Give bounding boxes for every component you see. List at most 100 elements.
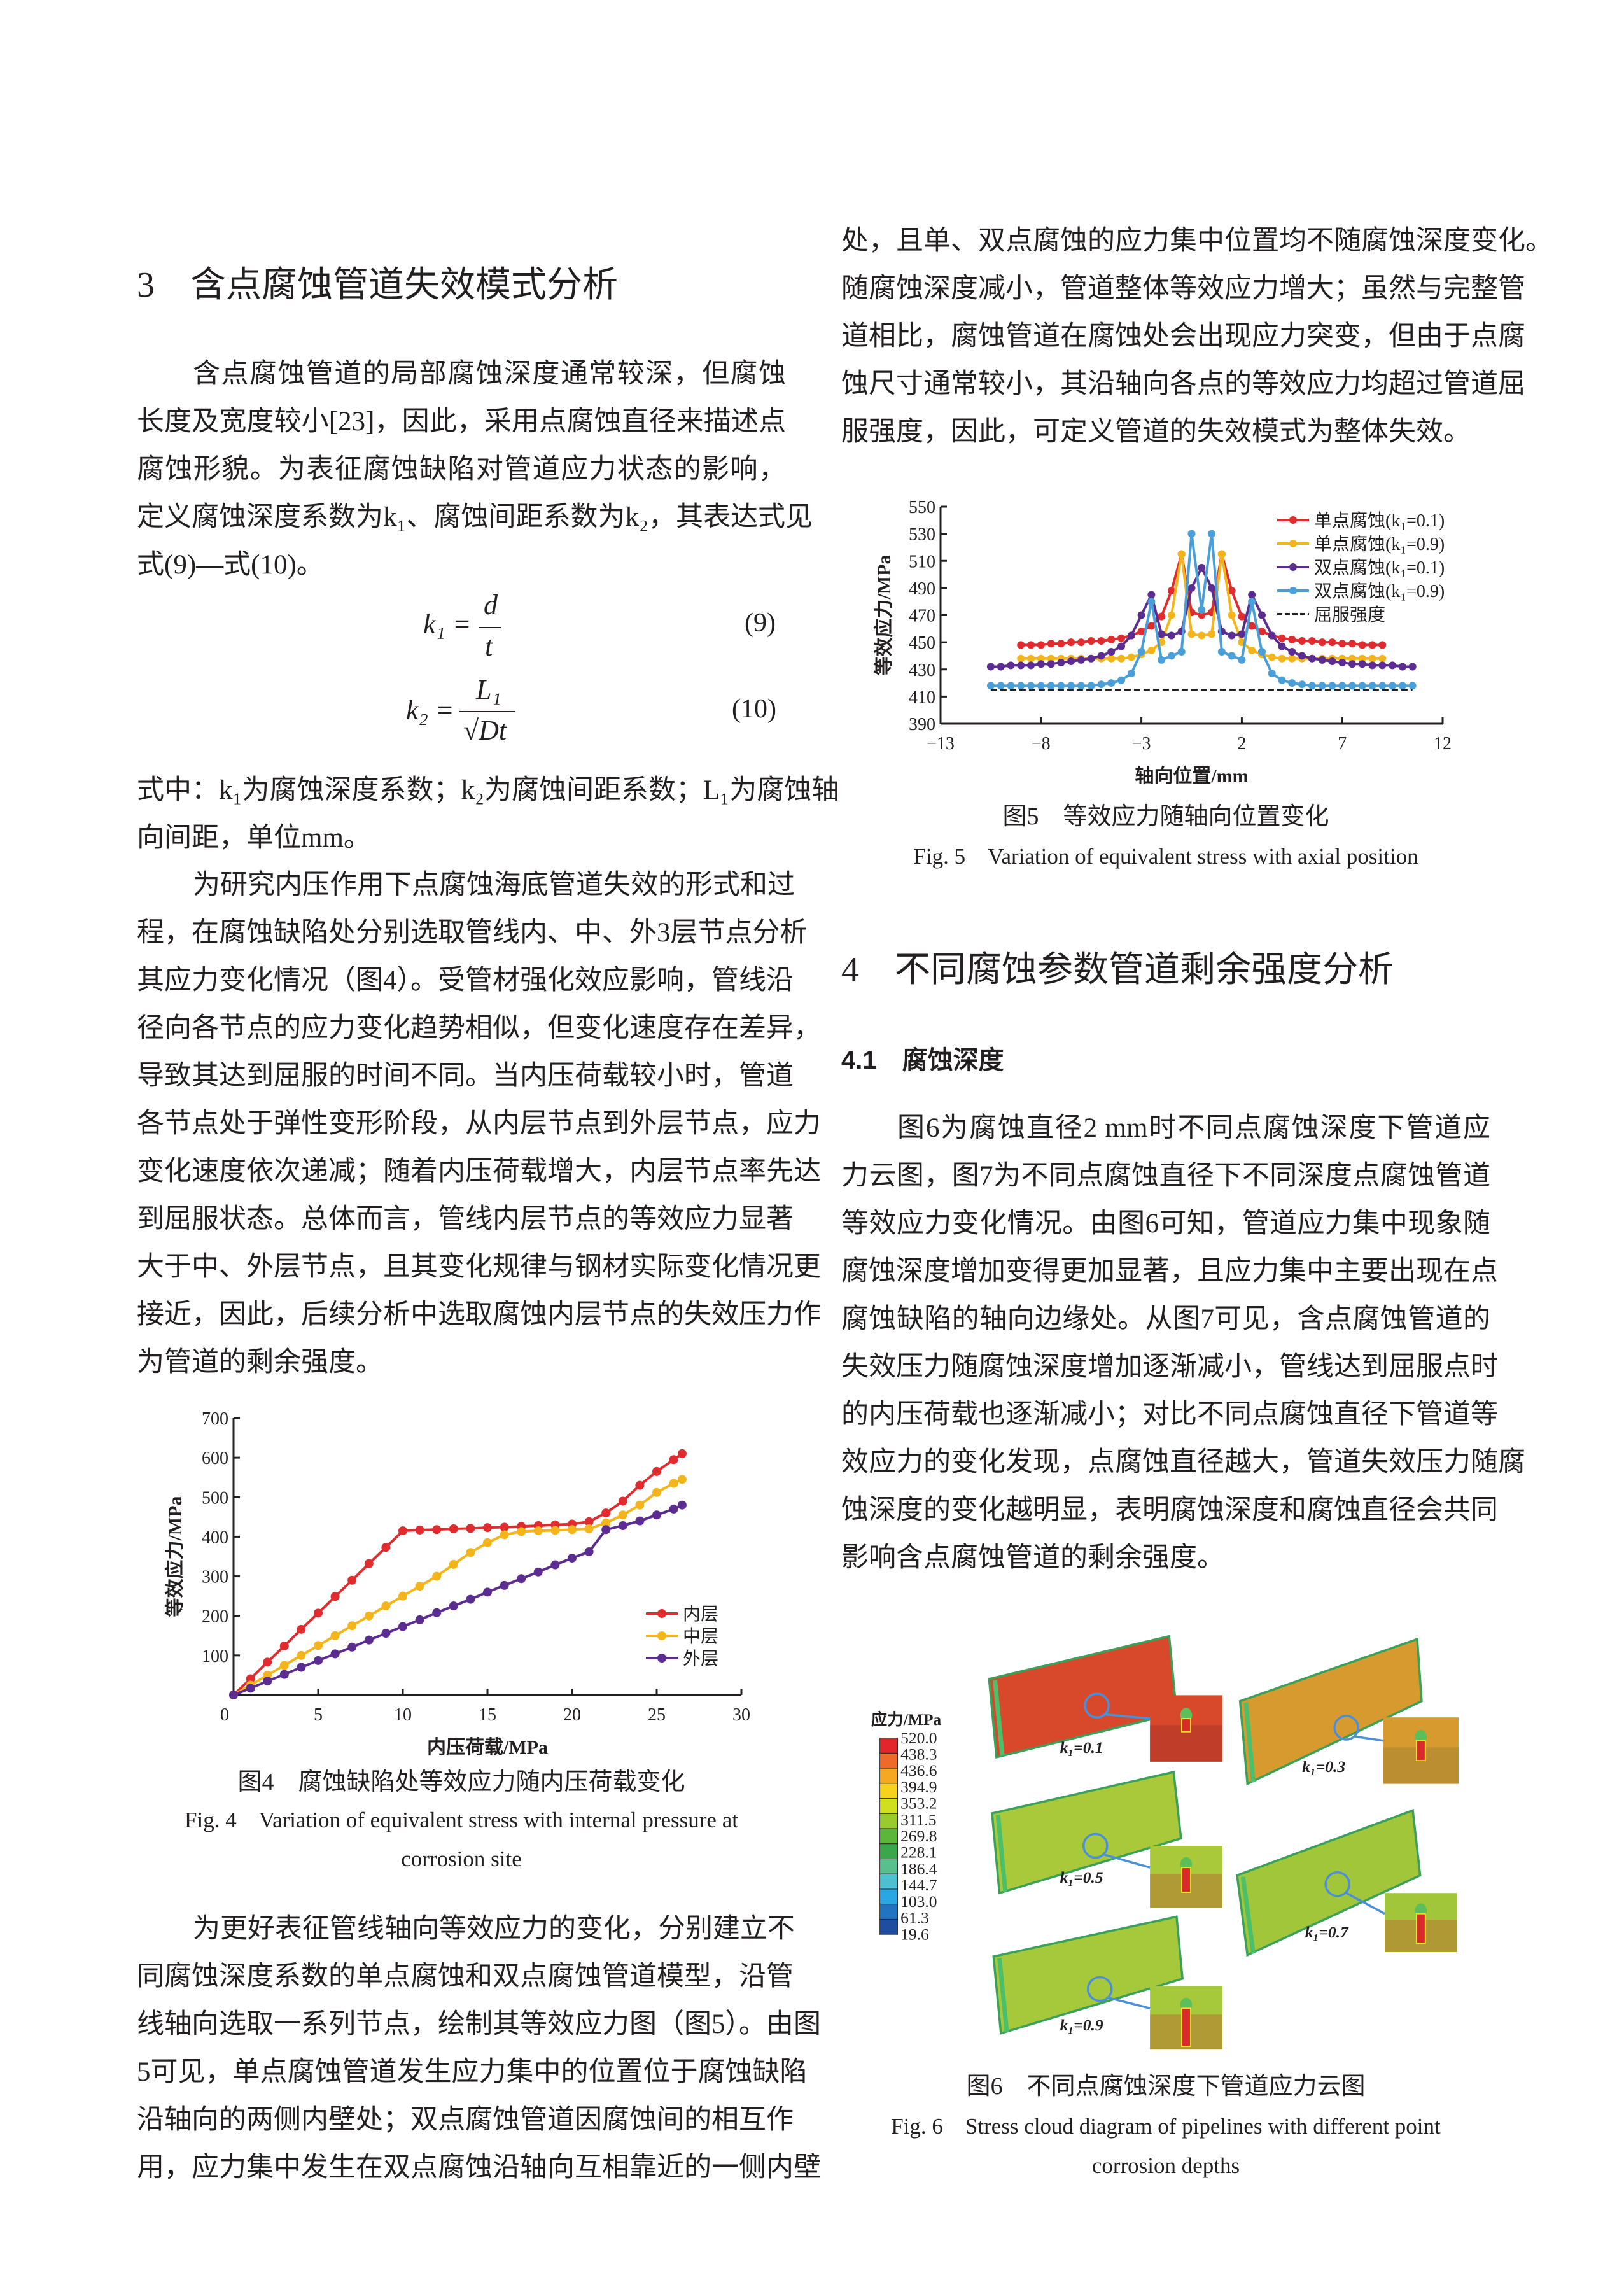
data-point (1389, 682, 1397, 690)
x-tick-label: 0 (220, 1705, 229, 1725)
data-point (1248, 622, 1256, 630)
data-point (1037, 641, 1045, 649)
data-point (1027, 654, 1035, 663)
data-point (997, 663, 1005, 671)
text-line: 蚀尺寸通常较小，其沿轴向各点的等效应力均超过管道屈 (841, 369, 1525, 399)
data-point (533, 1567, 543, 1577)
data-point (1328, 638, 1336, 647)
x-axis-label: 内压荷载/MPa (427, 1737, 548, 1758)
data-point (1338, 659, 1347, 667)
colorbar-label: 61.3 (900, 1909, 929, 1927)
data-point (1378, 641, 1387, 649)
data-point (1268, 670, 1276, 678)
corrosion-pit (1181, 1867, 1191, 1893)
data-point (1238, 630, 1246, 638)
data-point (500, 1580, 509, 1590)
text-line: 同腐蚀深度系数的单点腐蚀和双点腐蚀管道模型，沿管 (137, 1962, 794, 1992)
data-point (1158, 656, 1166, 664)
colorbar-segment (879, 1859, 898, 1874)
data-point (1177, 550, 1186, 558)
data-point (1238, 612, 1246, 621)
data-point (1017, 682, 1025, 690)
text-line: 腐蚀深度增加变得更加显著，且应力集中主要出现在点 (841, 1256, 1498, 1286)
data-point (1368, 661, 1376, 670)
data-point (449, 1524, 458, 1533)
text-line: 长度及宽度较小[23]，因此，采用点腐蚀直径来描述点 (137, 407, 786, 437)
data-point (1338, 640, 1347, 648)
text-line: 为研究内压作用下点腐蚀海底管道失效的形式和过 (193, 870, 795, 900)
colorbar-label: 144.7 (900, 1876, 937, 1894)
data-point (314, 1608, 323, 1618)
legend-label: 单点腐蚀(k₁=0.9) (1314, 534, 1445, 554)
data-point (1177, 648, 1186, 656)
data-point (279, 1641, 289, 1650)
data-point (1107, 654, 1116, 663)
data-point (1017, 654, 1025, 663)
colorbar-label: 438.3 (900, 1745, 937, 1763)
data-point (415, 1615, 424, 1624)
equation-denominator: √Dt (463, 715, 507, 746)
paragraph: 为研究内压作用下点腐蚀海底管道失效的形式和过程，在腐蚀缺陷处分别选取管线内、中、… (137, 861, 821, 1386)
data-point (986, 663, 995, 671)
colorbar-label: 353.2 (900, 1794, 937, 1813)
data-point (1107, 679, 1116, 687)
y-axis-label: 等效应力/MPa (164, 1496, 186, 1617)
text-line: 程，在腐蚀缺陷处分别选取管线内、中、外3层节点分析 (137, 918, 808, 948)
data-point (669, 1455, 678, 1465)
data-point (1389, 661, 1397, 670)
data-point (1378, 654, 1387, 663)
corrosion-marker-circle (1082, 1832, 1109, 1859)
data-point (381, 1601, 391, 1611)
subsection-4-1-heading: 4.1 腐蚀深度 (841, 1046, 1004, 1074)
text-line: 用，应力集中发生在双点腐蚀沿轴向互相靠近的一侧内壁 (137, 2153, 821, 2183)
colorbar-segment (879, 1873, 898, 1890)
data-point (1187, 584, 1196, 592)
text-line: 导致其达到屈服的时间不同。当内压荷载较小时，管道 (137, 1061, 794, 1091)
data-point (1187, 630, 1196, 638)
x-tick-label: 25 (648, 1705, 666, 1725)
colorbar-segment (879, 1798, 898, 1814)
text-line: 随腐蚀深度减小，管道整体等效应力增大；虽然与完整管 (841, 274, 1525, 304)
colorbar-segment (879, 1768, 898, 1784)
data-point (1408, 663, 1417, 671)
y-tick-label: 490 (909, 579, 935, 599)
data-point (1248, 598, 1256, 606)
x-tick-label: 5 (314, 1705, 323, 1725)
legend-label: 双点腐蚀(k₁=0.1) (1314, 558, 1445, 578)
data-point (1278, 676, 1286, 684)
data-point (669, 1504, 678, 1514)
data-point (601, 1525, 611, 1535)
corrosion-marker-circle (1324, 1871, 1351, 1897)
callout-arrow (1355, 1735, 1383, 1742)
fraction-bar (479, 627, 501, 628)
legend-marker (657, 1631, 666, 1640)
data-point (449, 1601, 458, 1611)
data-point (1007, 682, 1015, 690)
pipe-model (991, 1770, 1182, 1895)
equation-lhs: k₂ = (406, 694, 454, 726)
data-point (1257, 628, 1266, 636)
data-point (550, 1560, 560, 1570)
equation-number: (9) (745, 608, 776, 638)
data-point (1047, 660, 1055, 668)
legend-label: 屈服强度 (1314, 605, 1385, 625)
text-line: 为管道的剩余强度。 (137, 1347, 383, 1377)
y-axis-label: 等效应力/MPa (873, 555, 895, 676)
data-point (1208, 530, 1216, 538)
text-line: 图6为腐蚀直径2 mm时不同点腐蚀深度下管道应 (897, 1113, 1490, 1143)
data-point (1288, 648, 1296, 656)
data-point (1358, 660, 1366, 668)
data-point (347, 1621, 357, 1631)
text-line: 式(9)—式(10)。 (137, 550, 324, 580)
text-line: 向间距，单位mm。 (137, 823, 371, 853)
text-line: 其应力变化情况（图4）。受管材强化效应影响，管线沿 (137, 966, 794, 995)
figure-6-caption-en-2: corrosion depths (1091, 2153, 1240, 2178)
colorbar-label: 520.0 (900, 1729, 937, 1747)
colorbar-segment (879, 1843, 898, 1859)
data-point (601, 1518, 611, 1528)
legend-marker (1289, 587, 1297, 594)
data-point (1047, 640, 1055, 648)
data-point (1248, 646, 1256, 654)
data-point (517, 1527, 526, 1536)
callout-arrow (1108, 1997, 1151, 2009)
